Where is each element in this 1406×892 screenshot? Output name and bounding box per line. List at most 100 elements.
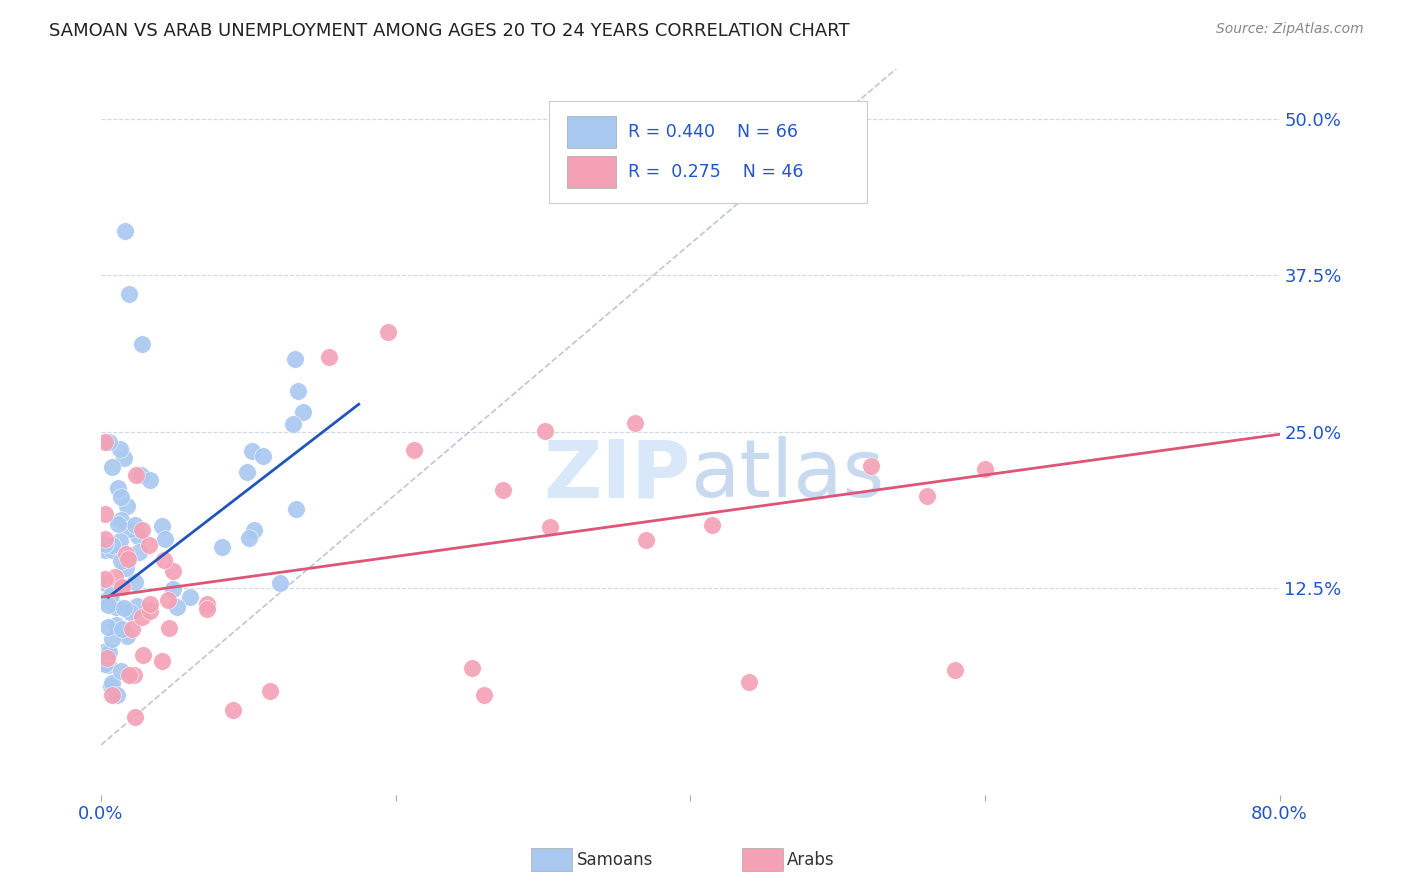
Point [129,468,152,483]
Point [287,384,309,398]
Point [179,591,201,605]
Point [124,709,146,723]
Point [117,629,139,643]
Point [150,518,173,533]
Point [115,499,138,513]
Point [162,564,184,578]
Point [100,632,122,647]
Point [111,622,134,636]
Point [108,533,131,548]
Point [162,582,184,597]
Point [111,580,134,594]
Point [860,459,883,474]
Point [236,465,259,479]
Point [157,621,180,635]
Point [94,532,117,546]
Point [115,561,138,575]
Point [156,593,179,607]
Text: Source: ZipAtlas.com: Source: ZipAtlas.com [1216,22,1364,37]
Point [702,517,724,532]
Point [98,645,121,659]
Point [284,502,307,516]
Point [96,644,118,658]
Point [100,688,122,702]
Point [222,703,245,717]
Point [97,620,120,634]
Point [112,450,135,465]
Point [915,489,938,503]
Point [634,533,657,548]
Text: Samoans: Samoans [576,851,652,869]
Point [100,460,122,475]
Point [118,287,141,301]
Point [404,442,426,457]
Point [110,491,132,505]
FancyBboxPatch shape [548,101,868,203]
Point [492,483,515,497]
Point [138,597,160,611]
Point [166,599,188,614]
Point [153,532,176,546]
Point [94,508,117,522]
Point [100,538,122,552]
Text: ZIP: ZIP [543,436,690,515]
Point [211,541,233,555]
Point [105,618,128,632]
Point [153,552,176,566]
Point [195,601,218,615]
Point [107,517,129,532]
Text: Arabs: Arabs [787,851,835,869]
Point [100,676,122,690]
Text: atlas: atlas [690,436,884,515]
Point [138,538,160,552]
Point [318,350,340,364]
Point [131,337,153,351]
Point [124,575,146,590]
Point [128,545,150,559]
Point [139,473,162,487]
Point [242,523,264,537]
Point [125,468,148,483]
Point [118,522,141,536]
Point [117,552,139,566]
Point [238,531,260,545]
Point [94,576,117,591]
Point [104,569,127,583]
Point [118,667,141,681]
Point [101,542,124,557]
Point [112,601,135,615]
Point [118,605,141,619]
Text: R = 0.440    N = 66: R = 0.440 N = 66 [628,123,797,142]
Point [195,597,218,611]
Point [538,519,561,533]
Point [107,481,129,495]
Point [461,660,484,674]
Text: SAMOAN VS ARAB UNEMPLOYMENT AMONG AGES 20 TO 24 YEARS CORRELATION CHART: SAMOAN VS ARAB UNEMPLOYMENT AMONG AGES 2… [49,22,849,40]
Point [94,542,117,557]
Point [110,554,132,568]
Point [269,576,291,591]
Point [100,588,122,602]
Point [252,449,274,463]
Point [124,517,146,532]
Point [94,434,117,449]
Point [97,657,120,672]
FancyBboxPatch shape [567,117,616,148]
Point [94,657,117,672]
Point [284,351,307,366]
Point [122,667,145,681]
Point [104,599,127,614]
Point [259,684,281,698]
Point [121,622,143,636]
Point [94,572,117,586]
Point [101,582,124,597]
Point [100,679,122,693]
Point [131,523,153,537]
Point [139,604,162,618]
Point [110,513,132,527]
Point [97,598,120,612]
Point [132,648,155,662]
Point [292,405,315,419]
Point [377,325,399,339]
Point [150,654,173,668]
